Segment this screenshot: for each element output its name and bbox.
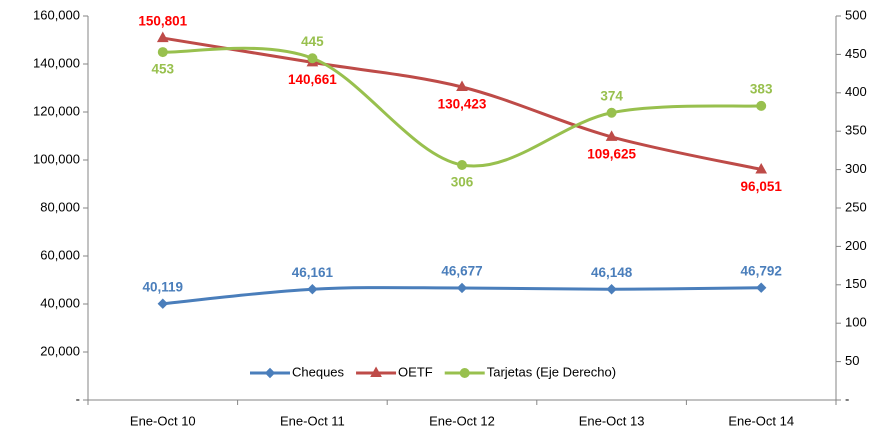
data-point: [606, 284, 617, 295]
legend-label: Cheques: [292, 364, 345, 379]
data-label: 46,148: [591, 265, 633, 280]
data-label: 306: [451, 175, 474, 190]
y-tick-label: 60,000: [40, 247, 80, 262]
data-label: 445: [301, 34, 324, 49]
data-point: [755, 282, 767, 293]
legend-marker: [370, 366, 382, 377]
legend-marker: [264, 367, 276, 379]
y-tick-label: -: [76, 391, 80, 406]
x-tick-label: Ene-Oct 11: [280, 413, 345, 428]
data-label: 46,792: [741, 263, 782, 278]
data-point: [156, 31, 169, 43]
x-tick-label: Ene-Oct 10: [130, 413, 196, 428]
data-point: [157, 298, 169, 309]
y2-tick-label: 400: [845, 84, 867, 99]
y2-tick-label: 250: [845, 199, 867, 214]
data-point: [605, 130, 618, 141]
data-point: [456, 282, 468, 294]
data-label: 383: [750, 81, 773, 96]
data-label: 46,161: [292, 265, 334, 280]
data-point: [756, 100, 767, 111]
data-label: 96,051: [741, 179, 783, 194]
data-label: 140,661: [288, 72, 337, 87]
x-tick-label: Ene-Oct 12: [429, 413, 495, 428]
y-tick-label: 20,000: [40, 343, 80, 358]
data-label: 109,625: [587, 146, 636, 161]
y-tick-label: 80,000: [40, 199, 80, 214]
y2-tick-label: -: [845, 391, 849, 406]
data-point: [606, 107, 617, 118]
data-point: [307, 53, 318, 64]
data-point: [157, 47, 168, 58]
legend-label: OETF: [398, 364, 433, 379]
data-point: [307, 284, 318, 295]
y-tick-label: 100,000: [33, 151, 80, 166]
legend-marker: [459, 368, 470, 378]
data-label: 150,801: [138, 14, 187, 29]
data-label: 40,119: [143, 279, 184, 294]
y2-tick-label: 300: [845, 161, 867, 176]
y-tick-label: 160,000: [33, 7, 80, 22]
y2-tick-label: 450: [845, 46, 867, 61]
y-tick-label: 120,000: [33, 103, 80, 118]
data-label: 453: [152, 62, 175, 77]
y2-tick-label: 150: [845, 276, 867, 291]
y2-tick-label: 200: [845, 238, 867, 253]
data-point: [456, 80, 468, 91]
y2-tick-label: 50: [845, 353, 859, 368]
data-label: 130,423: [438, 97, 487, 112]
data-point: [755, 162, 768, 174]
y-tick-label: 140,000: [33, 55, 80, 70]
x-tick-label: Ene-Oct 14: [728, 413, 794, 428]
x-tick-label: Ene-Oct 13: [579, 413, 645, 428]
y2-tick-label: 350: [845, 123, 867, 138]
data-label: 374: [600, 88, 623, 103]
y2-tick-label: 100: [845, 315, 867, 330]
legend-label: Tarjetas (Eje Derecho): [487, 364, 616, 379]
y2-tick-label: 500: [845, 7, 867, 22]
data-point: [457, 159, 467, 170]
data-label: 46,677: [441, 264, 482, 279]
y-tick-label: 40,000: [40, 295, 80, 310]
